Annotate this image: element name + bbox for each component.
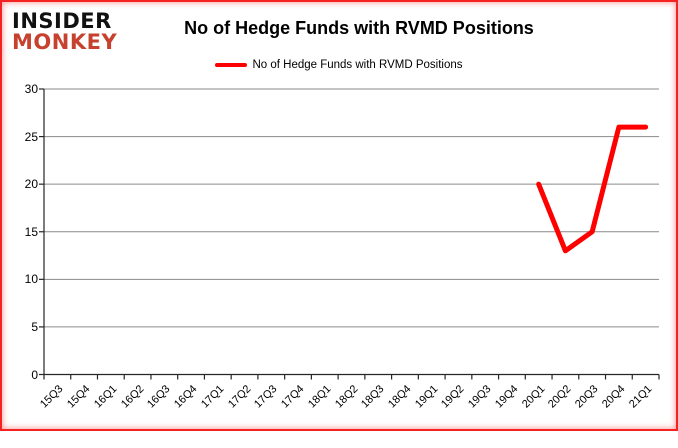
y-axis-label: 20 <box>24 177 38 192</box>
chart-title: No of Hedge Funds with RVMD Positions <box>184 18 534 38</box>
y-axis-label: 5 <box>31 319 38 334</box>
y-axis-label: 0 <box>31 367 38 382</box>
y-axis-label: 15 <box>24 224 38 239</box>
logo-insider-text: INSIDER <box>12 9 112 33</box>
y-axis-label: 25 <box>24 129 38 144</box>
series-line <box>536 124 649 254</box>
logo-monkey-text: MONKEY <box>12 30 118 54</box>
legend: No of Hedge Funds with RVMD Positions <box>2 59 676 71</box>
legend-label: No of Hedge Funds with RVMD Positions <box>252 59 463 71</box>
chart-plot-area: 0 5 10 15 20 25 30 15Q3 15Q4 16Q1 16Q2 16Q3 16Q4 17Q1… <box>2 2 676 429</box>
y-axis-label: 10 <box>24 272 38 287</box>
legend-line-marker <box>215 63 248 67</box>
chart-frame: INSIDER MONKEY No of Hedge Funds with RV… <box>0 0 678 431</box>
y-axis-label: 30 <box>24 82 38 96</box>
insider-monkey-logo: INSIDER MONKEY <box>12 10 117 54</box>
